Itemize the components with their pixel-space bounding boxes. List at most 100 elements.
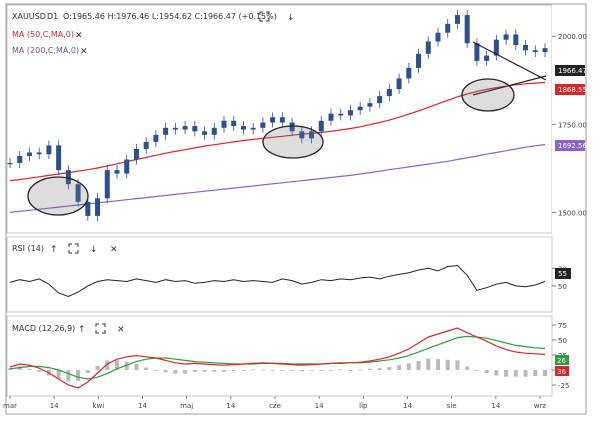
price-plot bbox=[7, 10, 548, 221]
arrow-up-icon[interactable]: ↑ bbox=[50, 245, 58, 255]
candle-body bbox=[454, 15, 460, 24]
histogram-bar bbox=[299, 370, 304, 372]
histogram-bar bbox=[212, 370, 217, 372]
candle-body bbox=[46, 145, 52, 155]
y-tick-label: 75 bbox=[558, 322, 567, 330]
rsi-panel: RSI (14) ↑ ↓ ✕ 5070 55 bbox=[6, 236, 571, 313]
ma50-badge-bg bbox=[555, 84, 585, 95]
settings-icon[interactable] bbox=[95, 323, 106, 334]
histogram-bar bbox=[144, 367, 149, 370]
histogram-bar bbox=[445, 359, 450, 370]
time-axis: mar 14 kwi 14 maj 14 cze 14 lip 14 sie 14 wrz bbox=[3, 396, 546, 410]
y-tick-label: 2000.00 bbox=[558, 33, 587, 41]
ohlc-label: O:1965.46 H:1976.46 L:1954.62 C:1966.47 … bbox=[63, 12, 277, 21]
candle-body bbox=[124, 159, 130, 174]
candle-body bbox=[357, 106, 363, 111]
x-tick-label: 14 bbox=[50, 402, 59, 410]
y-tick-label: 50 bbox=[558, 337, 567, 345]
macd-label: MACD (12,26,9) bbox=[12, 324, 75, 333]
candle-body bbox=[425, 41, 431, 54]
candle-body bbox=[464, 15, 470, 44]
histogram-bar bbox=[367, 368, 372, 370]
histogram-bar bbox=[338, 369, 343, 371]
histogram-bar bbox=[455, 360, 460, 370]
arrow-up-icon[interactable]: ↑ bbox=[78, 325, 86, 335]
x-tick-label: kwi bbox=[92, 402, 104, 410]
rsi-badge-bg bbox=[555, 268, 571, 279]
ma50-badge: 1868.55 bbox=[558, 86, 587, 94]
rsi-plot-area bbox=[6, 236, 553, 313]
histogram-bar bbox=[241, 370, 246, 371]
candle-body bbox=[75, 184, 81, 202]
x-tick-label: mar bbox=[3, 402, 17, 410]
arrow-down-icon[interactable]: ↓ bbox=[287, 13, 295, 23]
histogram-bar bbox=[115, 360, 119, 370]
histogram-bar bbox=[134, 364, 139, 370]
macd-line bbox=[9, 327, 546, 389]
x-tick-label: sie bbox=[447, 402, 457, 410]
histogram-bar bbox=[543, 370, 547, 376]
histogram-bar bbox=[397, 365, 402, 370]
candle-body bbox=[202, 131, 208, 135]
close-icon[interactable]: ✕ bbox=[110, 245, 118, 255]
candle-body bbox=[56, 145, 62, 171]
price-badges: 1966.47 1868.55 1692.56 bbox=[555, 65, 587, 151]
histogram-bar bbox=[8, 368, 12, 370]
settings-icon bbox=[259, 11, 270, 22]
upper-trendline[interactable] bbox=[472, 41, 547, 81]
histogram-bar bbox=[173, 370, 178, 374]
y-tick-label: -25 bbox=[558, 382, 569, 390]
close-icon[interactable]: ✕ bbox=[80, 47, 88, 57]
histogram-bar bbox=[85, 370, 90, 373]
candle-body bbox=[523, 45, 529, 51]
histogram-bar bbox=[290, 370, 295, 371]
highlight-ellipse[interactable] bbox=[262, 125, 324, 159]
histogram-bar bbox=[270, 370, 275, 371]
arrow-down-icon[interactable]: ↓ bbox=[90, 245, 98, 255]
candle-body bbox=[192, 126, 198, 132]
candle-body bbox=[542, 48, 548, 53]
histogram-bar bbox=[231, 370, 236, 371]
histogram-bar bbox=[406, 363, 411, 370]
macd-header: MACD (12,26,9) ↑ ✕ bbox=[12, 323, 125, 335]
histogram-bar bbox=[474, 370, 479, 371]
candle-body bbox=[172, 127, 178, 130]
signal-badge-bg bbox=[555, 366, 569, 376]
ma200-badge-bg bbox=[555, 140, 585, 151]
candle-body bbox=[513, 34, 519, 45]
candle-body bbox=[367, 103, 373, 107]
close-icon[interactable]: ✕ bbox=[75, 31, 83, 41]
rsi-plot bbox=[9, 265, 546, 298]
candle-body bbox=[493, 39, 499, 56]
x-tick-label: lip bbox=[359, 402, 368, 410]
rsi-line bbox=[9, 265, 546, 298]
x-tick-label: 14 bbox=[138, 402, 147, 410]
price-axis: 1500.00 1750.00 2000.00 bbox=[552, 33, 587, 217]
histogram-bar bbox=[56, 370, 61, 379]
histogram-bar bbox=[37, 370, 42, 372]
rsi-label: RSI (14) bbox=[12, 244, 44, 253]
settings-icon[interactable] bbox=[68, 243, 79, 254]
macd-badge: 26 bbox=[557, 357, 566, 365]
candle-body bbox=[474, 43, 480, 61]
x-tick-label: 14 bbox=[491, 402, 500, 410]
candle-body bbox=[338, 113, 344, 116]
rsi-badge: 55 bbox=[558, 270, 567, 278]
main-settings-icon[interactable] bbox=[259, 11, 270, 22]
candle-body bbox=[328, 113, 334, 121]
candle-body bbox=[260, 122, 266, 128]
close-icon[interactable]: ✕ bbox=[117, 325, 125, 335]
ma50-label: MA (50,C,MA,0) bbox=[12, 30, 74, 39]
candle-body bbox=[133, 148, 139, 160]
macd-plot bbox=[8, 327, 547, 389]
histogram-bar bbox=[416, 361, 421, 370]
highlight-ellipse[interactable] bbox=[27, 176, 89, 216]
highlight-ellipse[interactable] bbox=[461, 78, 515, 112]
candle-body bbox=[221, 120, 227, 128]
histogram-bar bbox=[260, 369, 265, 371]
candle-body bbox=[85, 201, 91, 216]
histogram-bar bbox=[533, 370, 538, 376]
price-panel: XAUUSD D1 O:1965.46 H:1976.46 L:1954.62 … bbox=[6, 4, 587, 234]
symbol-label: XAUUSD bbox=[12, 12, 46, 21]
